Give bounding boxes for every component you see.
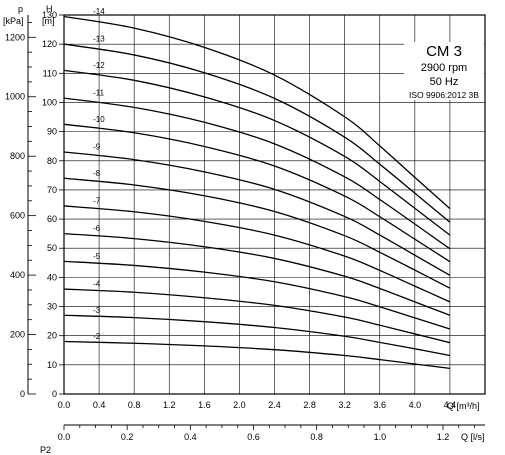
flow-m3h-tick-label: 0.0 — [58, 400, 71, 410]
curve-label: -3 — [93, 306, 101, 315]
pump-curve-stage-13 — [63, 43, 451, 223]
curve-label: -13 — [93, 35, 105, 44]
info-standard: ISO 9906:2012 3B — [409, 90, 479, 100]
head-tick-label: 20 — [47, 331, 57, 341]
pump-curve-stage-4 — [63, 288, 451, 344]
flow-m3h-tick-label: 4.4 — [444, 400, 457, 410]
curve-label: -9 — [93, 143, 101, 152]
flow-m3h-tick-label: 0.4 — [93, 400, 106, 410]
flow-ls-tick-label: 0.2 — [121, 432, 134, 442]
flow-m3h-tick-label: 3.6 — [373, 400, 386, 410]
info-speed: 2900 rpm — [421, 62, 467, 74]
info-model: CM 3 — [426, 43, 462, 60]
pressure-axis-unit: [kPa] — [3, 16, 24, 26]
info-frequency: 50 Hz — [430, 76, 459, 88]
flow-ls-tick-label: 1.2 — [437, 432, 450, 442]
pressure-tick-label: 600 — [10, 211, 25, 221]
pump-curve-stage-3 — [63, 314, 451, 357]
head-axis-unit: [m] — [42, 16, 55, 26]
pump-curve-stage-7 — [63, 205, 451, 303]
pump-curve-stage-8 — [63, 177, 451, 289]
pump-curve-stage-10 — [63, 123, 451, 263]
flow-m3h-tick-label: 1.6 — [198, 400, 211, 410]
pressure-tick-label: 800 — [10, 151, 25, 161]
curve-label: -12 — [93, 61, 105, 70]
curve-label: -10 — [93, 115, 105, 124]
head-tick-label: 90 — [47, 127, 57, 137]
pump-curve-stage-2 — [63, 340, 450, 369]
info-box-background — [404, 42, 484, 100]
pressure-tick-label: 1000 — [5, 92, 25, 102]
pump-curve-stage-9 — [63, 151, 451, 276]
head-tick-label: 40 — [47, 272, 57, 282]
axes: 0 10 20 30 40 50 60 70 80 90 100 110 120 130 0 200 400 60… — [5, 10, 485, 442]
head-tick-label: 10 — [47, 360, 57, 370]
head-tick-label: 80 — [47, 156, 57, 166]
pump-curve-stage-5 — [63, 260, 451, 330]
head-tick-label: 120 — [42, 39, 57, 49]
flow-m3h-tick-label: 3.2 — [338, 400, 351, 410]
curve-label: -14 — [93, 7, 105, 16]
flow-ls-tick-label: 0.4 — [184, 432, 197, 442]
pump-curve-stage-6 — [63, 233, 451, 316]
head-tick-label: 50 — [47, 243, 57, 253]
next-panel-label: P2 — [40, 445, 51, 455]
curve-label: -2 — [93, 332, 101, 341]
pump-curve-stage-11 — [63, 97, 451, 250]
pump-curve-stage-14 — [63, 15, 451, 210]
flow-m3h-tick-label: 0.8 — [128, 400, 141, 410]
curve-label: -5 — [93, 252, 101, 261]
head-tick-label: 130 — [42, 10, 57, 20]
curves: -2 -3 -4 -5 -6 -7 -8 -9 -10 -11 -12 -13 -14 — [63, 7, 451, 369]
flow-m3h-tick-label: 2.8 — [303, 400, 316, 410]
curve-label: -8 — [93, 169, 101, 178]
flow-m3h-tick-label: 1.2 — [163, 400, 176, 410]
head-axis-title: H — [46, 4, 53, 14]
curve-label: -11 — [93, 89, 105, 98]
flow-axis-ls-title: Q [l/s] — [461, 432, 485, 442]
pressure-tick-label: 1200 — [5, 32, 25, 42]
head-tick-label: 60 — [47, 214, 57, 224]
flow-ls-tick-label: 0.6 — [247, 432, 260, 442]
pump-curve-stage-12 — [63, 69, 451, 236]
flow-ls-tick-label: 1.0 — [374, 432, 387, 442]
plot-frame — [63, 14, 486, 395]
head-tick-label: 70 — [47, 185, 57, 195]
flow-m3h-tick-label: 2.0 — [233, 400, 246, 410]
head-tick-label: 100 — [42, 97, 57, 107]
flow-m3h-tick-label: 4.0 — [409, 400, 422, 410]
pressure-tick-label: 400 — [10, 270, 25, 280]
flow-axis-m3h-title: Q [m³/h] — [447, 401, 480, 411]
pressure-tick-label: 0 — [20, 389, 25, 399]
head-tick-label: 110 — [43, 68, 57, 78]
flow-ls-tick-label: 0.8 — [310, 432, 323, 442]
head-tick-label: 0 — [52, 389, 57, 399]
head-tick-label: 30 — [47, 302, 57, 312]
pressure-tick-label: 200 — [10, 330, 25, 340]
flow-m3h-tick-label: 2.4 — [268, 400, 281, 410]
flow-ls-tick-label: 0.0 — [58, 432, 71, 442]
pressure-axis-title: p — [18, 4, 23, 14]
curve-label: -7 — [93, 197, 101, 206]
curve-label: -6 — [93, 224, 101, 233]
curve-label: -4 — [93, 280, 101, 289]
info-box: CM 3 2900 rpm 50 Hz ISO 9906:2012 3B — [404, 42, 484, 100]
